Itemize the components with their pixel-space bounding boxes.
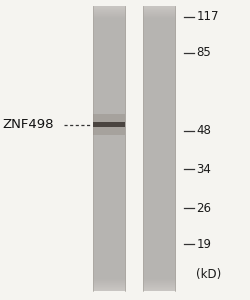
Bar — [92, 122, 125, 127]
Text: 26: 26 — [196, 202, 211, 215]
Text: 85: 85 — [196, 46, 211, 59]
Text: 19: 19 — [196, 238, 211, 251]
Text: 117: 117 — [196, 10, 219, 23]
Text: 48: 48 — [196, 124, 211, 137]
Text: 34: 34 — [196, 163, 211, 176]
Bar — [92, 114, 125, 135]
Text: (kD): (kD) — [196, 268, 222, 281]
Text: ZNF498: ZNF498 — [2, 118, 54, 131]
